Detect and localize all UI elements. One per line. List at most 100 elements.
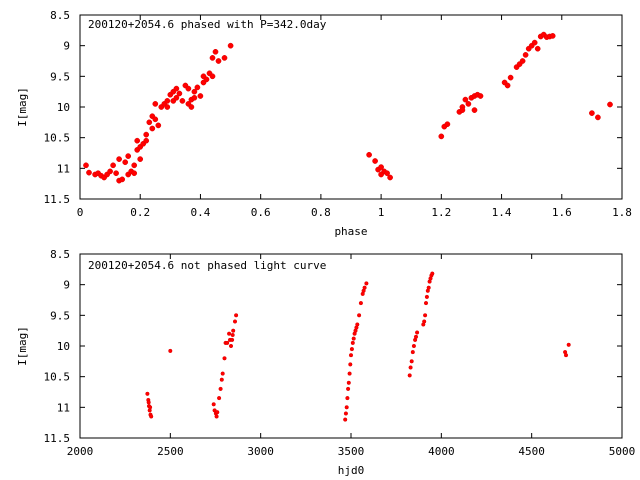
data-point xyxy=(465,101,472,107)
data-point xyxy=(146,400,151,405)
data-point xyxy=(407,373,412,378)
data-point xyxy=(345,396,350,401)
x-tick-label: 1.6 xyxy=(552,206,572,219)
data-point xyxy=(131,162,138,169)
data-point xyxy=(522,52,529,58)
data-point xyxy=(415,330,420,335)
data-point xyxy=(531,39,538,46)
data-point xyxy=(231,328,236,333)
data-point xyxy=(215,410,220,415)
x-tick-label: 1.4 xyxy=(492,206,512,219)
data-point xyxy=(137,156,144,162)
data-point xyxy=(589,110,595,116)
data-point xyxy=(477,93,484,99)
data-point xyxy=(422,319,427,324)
data-point xyxy=(519,58,526,64)
x-axis-label: phase xyxy=(334,225,367,238)
data-point xyxy=(358,301,363,306)
data-point xyxy=(504,82,511,89)
data-point xyxy=(131,170,138,177)
x-tick-label: 5000 xyxy=(609,445,636,458)
data-point xyxy=(173,94,180,101)
y-tick-label: 8.5 xyxy=(50,9,70,22)
chart-title: 200120+2054.6 phased with P=342.0day xyxy=(88,18,327,31)
data-point xyxy=(148,405,153,410)
data-point xyxy=(607,101,613,108)
data-point xyxy=(348,353,354,358)
data-point xyxy=(155,122,162,129)
data-point xyxy=(230,332,235,338)
data-point xyxy=(343,417,348,422)
y-tick-label: 10 xyxy=(57,340,70,353)
data-point xyxy=(197,93,204,99)
data-point xyxy=(209,55,216,61)
data-point xyxy=(176,90,183,97)
x-tick-label: 0 xyxy=(77,206,84,219)
x-tick-label: 1.2 xyxy=(431,206,451,219)
data-point xyxy=(387,174,393,181)
data-point xyxy=(228,343,234,349)
x-tick-label: 0.6 xyxy=(251,206,271,219)
data-point xyxy=(152,116,159,123)
phased-light-curve-panel: 200120+2054.6 phased with P=342.0day I[m… xyxy=(16,9,632,238)
data-point xyxy=(378,164,384,170)
data-point xyxy=(194,84,201,91)
chart-title: 200120+2054.6 not phased light curve xyxy=(88,259,326,272)
data-point xyxy=(143,137,150,144)
data-point xyxy=(146,119,153,126)
plot-frame xyxy=(79,253,623,439)
data-point xyxy=(349,347,354,352)
data-point xyxy=(214,414,219,419)
data-point xyxy=(185,85,192,92)
y-axis-label: I[mag] xyxy=(16,87,29,127)
data-point xyxy=(566,342,571,347)
data-point xyxy=(384,170,390,177)
y-tick-label: 11.5 xyxy=(44,432,71,445)
data-point xyxy=(378,171,384,178)
data-point xyxy=(444,121,451,128)
x-tick-label: 4500 xyxy=(518,445,545,458)
data-point xyxy=(116,156,122,162)
data-point xyxy=(372,158,378,164)
y-tick-label: 11 xyxy=(57,162,70,175)
data-point xyxy=(563,353,569,358)
data-point xyxy=(438,133,445,140)
data-point xyxy=(459,107,466,113)
data-point xyxy=(164,104,171,110)
data-point xyxy=(218,386,223,391)
y-tick-label: 8.5 xyxy=(50,248,70,261)
data-point xyxy=(113,170,119,177)
data-point xyxy=(423,301,429,306)
x-tick-label: 3500 xyxy=(338,445,365,458)
data-point xyxy=(424,294,429,299)
data-point xyxy=(346,380,351,385)
y-tick-label: 11 xyxy=(57,401,70,414)
data-point xyxy=(348,362,353,367)
data-point xyxy=(411,343,416,349)
data-point xyxy=(409,359,414,364)
data-point xyxy=(191,88,198,95)
data-point xyxy=(355,322,360,327)
data-point xyxy=(426,285,431,290)
data-point xyxy=(215,58,222,64)
unphased-light-curve-panel: 200120+2054.6 not phased light curve I[m… xyxy=(16,248,635,477)
y-tick-label: 10.5 xyxy=(44,371,71,384)
data-point xyxy=(408,365,413,370)
data-point xyxy=(507,74,514,81)
data-point xyxy=(227,42,234,49)
data-point xyxy=(191,94,198,101)
data-point xyxy=(179,98,186,104)
data-point xyxy=(143,131,150,138)
data-point xyxy=(347,371,352,376)
data-point xyxy=(344,405,349,410)
data-point xyxy=(471,107,478,113)
data-point xyxy=(107,168,113,175)
data-point xyxy=(168,348,173,353)
data-point xyxy=(203,76,210,83)
data-point xyxy=(225,340,230,345)
y-tick-label: 9 xyxy=(63,40,70,53)
data-point xyxy=(173,85,180,92)
data-point xyxy=(595,114,601,121)
data-point xyxy=(217,396,222,401)
